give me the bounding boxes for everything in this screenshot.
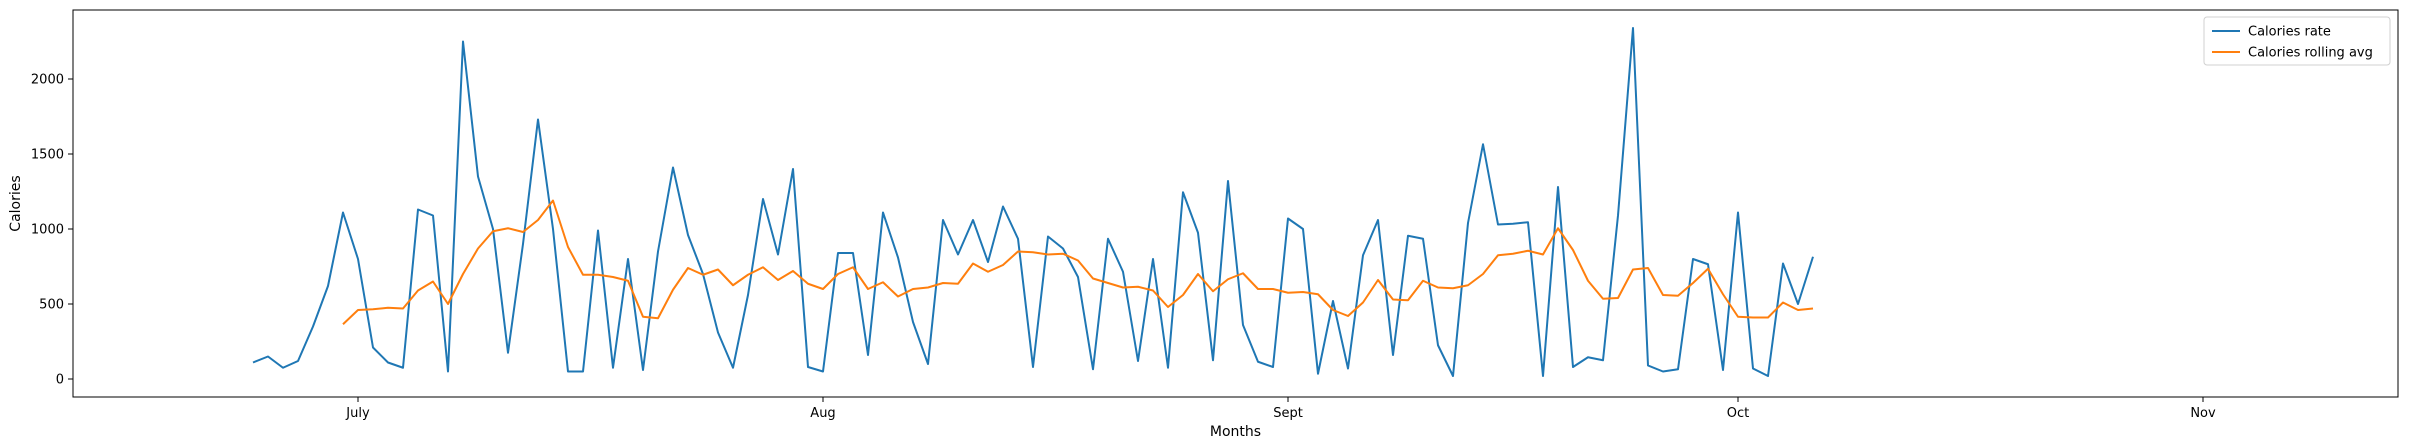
x-axis-ticks: July Aug Sept Oct Nov [345,397,2216,421]
series-lines [252,27,1814,377]
series-line-1 [342,199,1814,325]
x-tick-label: Aug [810,406,835,421]
legend-label-calories-rate: Calories rate [2248,25,2331,40]
y-tick-label: 0 [56,373,64,388]
y-tick-label: 500 [39,298,64,313]
y-axis-ticks: 0 500 1000 1500 2000 [31,73,73,388]
legend-box [2203,16,2391,66]
legend-label-calories-rolling-avg: Calories rolling avg [2248,46,2373,61]
legend: Calories rate Calories rolling avg [2203,16,2391,66]
series-line-0 [252,27,1814,377]
y-tick-label: 1000 [31,223,64,238]
y-axis-label: Calories [8,175,24,231]
x-tick-label: July [345,406,370,421]
y-tick-label: 2000 [31,73,64,88]
x-tick-label: Nov [2190,406,2216,421]
x-axis-label: Months [1210,424,1261,440]
y-tick-label: 1500 [31,148,64,163]
x-tick-label: Oct [1727,406,1749,421]
x-tick-label: Sept [1273,406,1303,421]
plot-frame [72,9,2399,398]
plot-area [72,9,2399,398]
